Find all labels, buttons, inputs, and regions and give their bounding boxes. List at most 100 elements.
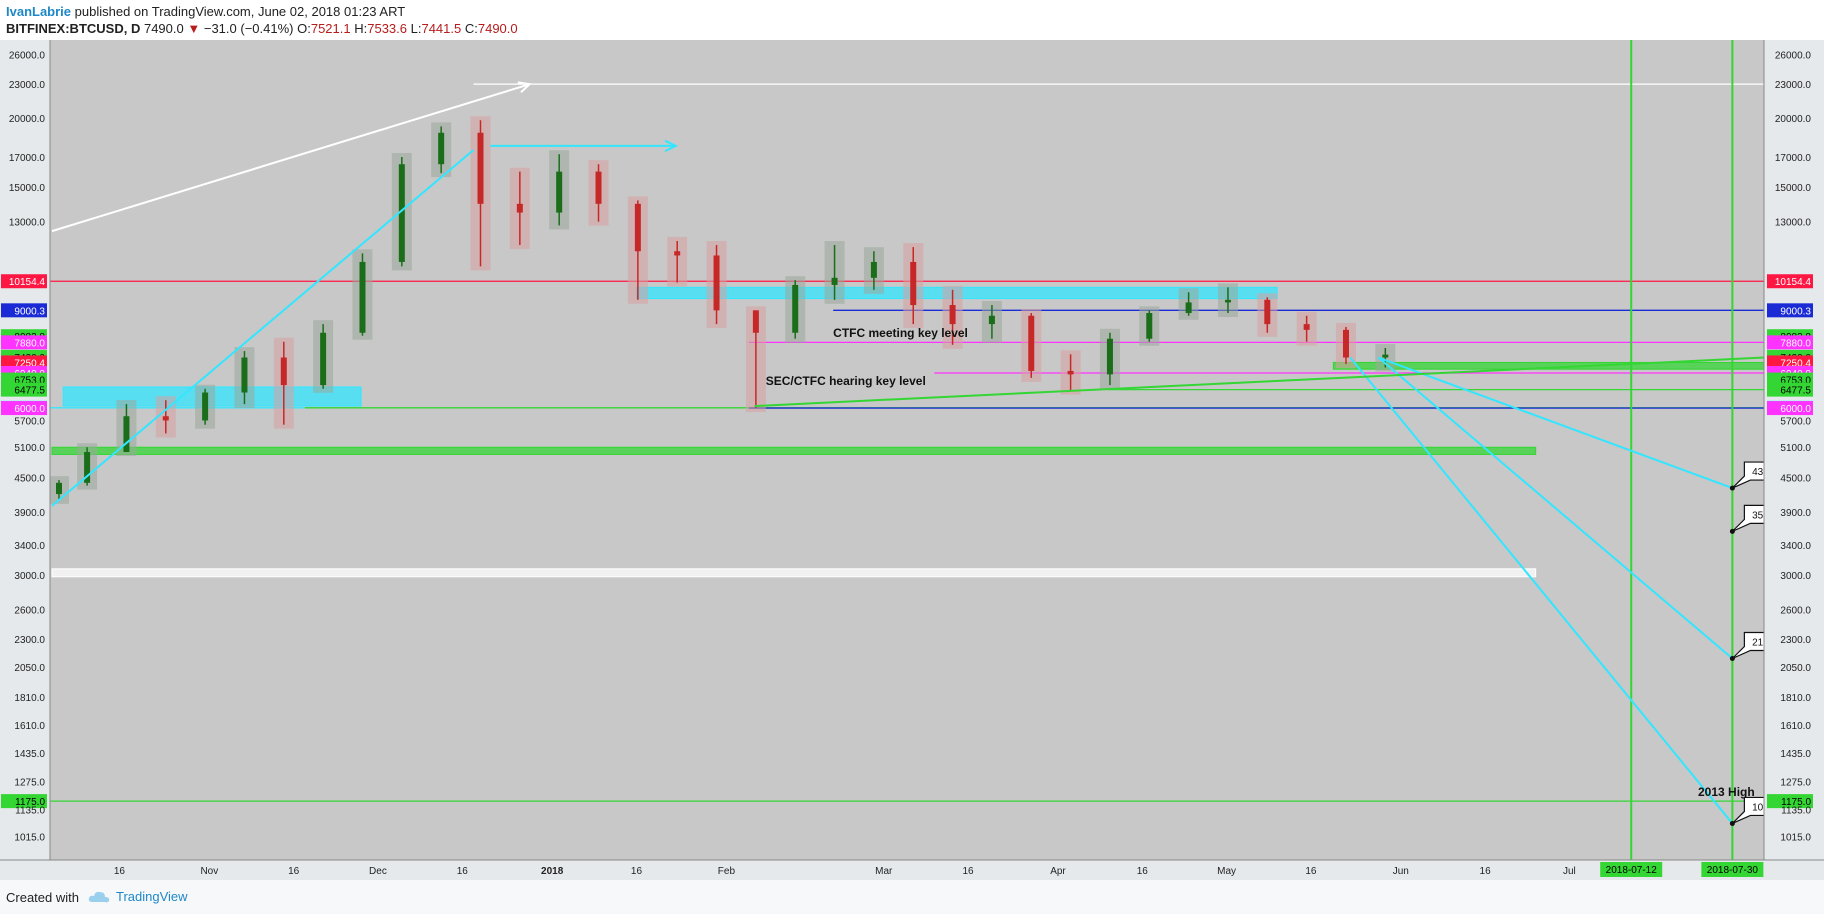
y-tick-label-left-22: 3000.0 (14, 571, 45, 582)
chart-header: IvanLabrie published on TradingView.com,… (0, 0, 1824, 40)
y-tick-label-right-31: 1135.0 (1781, 805, 1811, 816)
price-badge-right-6 (1767, 274, 1813, 289)
author-link[interactable]: IvanLabrie (6, 4, 72, 19)
trendline-5 (51, 149, 475, 507)
y-tick-label-left-30: 1175.0 (15, 797, 45, 808)
y-tick-label-left-21: 3400.0 (14, 541, 45, 552)
tradingview-link[interactable]: TradingView (116, 889, 188, 904)
created-with-text: Created with (6, 890, 79, 905)
price-badge-left-16 (1, 401, 47, 416)
x-date-badge-1 (1701, 862, 1764, 877)
y-tick-label-left-18: 5100.0 (14, 443, 45, 454)
x-tick-label-4: 16 (457, 866, 469, 877)
candle-33 (1335, 322, 1356, 369)
candle-body-8 (359, 261, 366, 333)
x-tick-label-14: Jun (1393, 866, 1409, 877)
annotation-label-2: 2013 High (1698, 785, 1755, 799)
low-value: 7441.5 (421, 21, 462, 36)
candle-17 (706, 241, 727, 329)
candle-23 (942, 285, 963, 349)
trendline-4 (1349, 356, 1734, 825)
high-label: H: (354, 21, 368, 36)
price-badge-left-14 (1, 382, 47, 397)
y-tick-label-left-29: 1275.0 (14, 777, 45, 788)
trendline-2 (1377, 356, 1733, 490)
candle-28 (1139, 306, 1160, 346)
candle-body-15 (634, 203, 641, 252)
y-tick-label-left-23: 2600.0 (14, 606, 45, 617)
candle-13 (549, 150, 570, 230)
price-chart[interactable]: CTFC meeting key level SEC/CTFC hearing k… (0, 40, 1824, 880)
y-tick-label-right-2: 20000.0 (1775, 114, 1812, 125)
y-tick-label-left-6: 10154.4 (9, 277, 46, 288)
x-tick-label-16: Jul (1563, 866, 1576, 877)
y-tick-label-right-26: 1810.0 (1780, 693, 1811, 704)
candle-body-32 (1303, 324, 1310, 330)
candle-29 (1178, 288, 1199, 320)
candle-body-27 (1106, 338, 1113, 375)
x-tick-label-15: 16 (1480, 866, 1492, 877)
x-tick-label-0: 16 (114, 866, 126, 877)
candle-body-5 (241, 357, 248, 393)
trendline-6 (754, 356, 1765, 408)
y-tick-label-right-23: 2600.0 (1780, 606, 1811, 617)
candle-body-20 (831, 277, 838, 285)
left-axis (0, 40, 50, 860)
candle-body-28 (1146, 313, 1153, 339)
x-date-badge-label-0: 2018-07-12 (1606, 865, 1658, 876)
candle-27 (1099, 328, 1120, 390)
y-tick-label-left-1: 23000.0 (9, 80, 46, 91)
candle-body-2 (123, 416, 130, 453)
candle-body-31 (1264, 299, 1271, 325)
x-date-badge-label-1: 2018-07-30 (1707, 865, 1759, 876)
y-tick-label-left-7: 9000.3 (14, 306, 45, 317)
price-badge-left-6 (1, 274, 47, 289)
candle-4 (195, 384, 216, 429)
x-tick-label-1: Nov (200, 866, 218, 877)
y-tick-label-left-17: 5700.0 (14, 416, 45, 427)
candle-body-9 (398, 164, 405, 262)
y-tick-label-left-4: 15000.0 (9, 183, 46, 194)
y-tick-label-left-0: 26000.0 (9, 51, 46, 62)
x-axis (0, 860, 1824, 880)
price-badge-left-30 (1, 794, 47, 809)
y-tick-label-left-9: 7880.0 (14, 338, 45, 349)
candle-1 (77, 443, 98, 490)
candle-body-26 (1067, 370, 1074, 375)
open-value: 7521.1 (310, 21, 351, 36)
y-tick-label-left-13: 6753.0 (14, 376, 45, 387)
x-tick-label-9: 16 (962, 866, 974, 877)
open-label: O: (297, 21, 311, 36)
y-tick-label-right-24: 2300.0 (1780, 635, 1811, 646)
zone-1 (51, 568, 1537, 578)
candle-body-16 (674, 251, 681, 256)
y-tick-label-right-28: 1435.0 (1780, 749, 1811, 760)
candle-body-25 (1028, 315, 1035, 371)
y-tick-label-right-7: 9000.3 (1780, 306, 1811, 317)
candle-body-22 (910, 261, 917, 306)
price-badge-right-14 (1767, 382, 1813, 397)
symbol-line: BITFINEX:BTCUSD, D 7490.0 ▼ −31.0 (−0.41… (6, 21, 518, 36)
trendline-0 (51, 83, 530, 233)
close-value: 7490.0 (477, 21, 518, 36)
candle-22 (903, 243, 924, 329)
candle-body-13 (556, 171, 563, 213)
candle-body-0 (56, 482, 62, 495)
price-badge-left-7 (1, 303, 47, 318)
price-badge-right-7 (1767, 303, 1813, 318)
price-badge-right-11 (1767, 355, 1813, 370)
x-tick-label-13: 16 (1305, 866, 1317, 877)
candle-11 (470, 116, 491, 271)
candle-14 (588, 160, 609, 226)
close-label: C: (464, 21, 478, 36)
candle-body-17 (713, 255, 720, 311)
y-tick-label-right-25: 2050.0 (1780, 663, 1811, 674)
candle-body-24 (988, 315, 995, 325)
y-tick-label-left-25: 2050.0 (14, 663, 45, 674)
candle-body-30 (1224, 299, 1231, 303)
y-tick-label-right-29: 1275.0 (1780, 777, 1811, 788)
trendline-arrow-1 (664, 139, 679, 153)
zone-0 (51, 446, 1537, 455)
y-tick-label-right-5: 13000.0 (1775, 218, 1812, 229)
y-tick-label-right-32: 1015.0 (1780, 832, 1811, 843)
